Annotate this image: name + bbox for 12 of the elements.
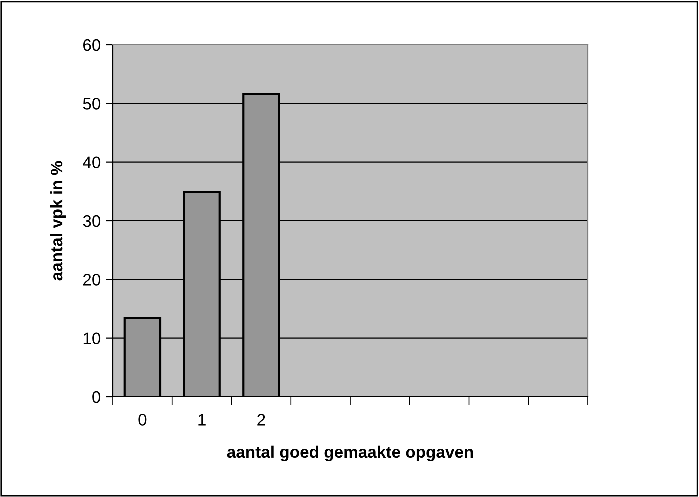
x-tick-label: 1 — [198, 414, 206, 426]
y-tick-label: 50 — [83, 98, 101, 110]
x-tick-label: 2 — [258, 414, 266, 426]
y-tick-label: 10 — [84, 332, 101, 345]
y-tick-label: 40 — [83, 156, 101, 169]
y-tick-label: 60 — [84, 39, 101, 52]
x-tick-label: 0 — [138, 414, 147, 426]
y-tick-label: 20 — [83, 274, 101, 286]
y-tick-label: 30 — [83, 215, 101, 228]
y-axis-title: aantal vpk in % — [50, 161, 66, 281]
y-tick-label: 0 — [92, 391, 101, 404]
x-axis-title: aantal goed gemaakte opgaven — [227, 446, 474, 462]
